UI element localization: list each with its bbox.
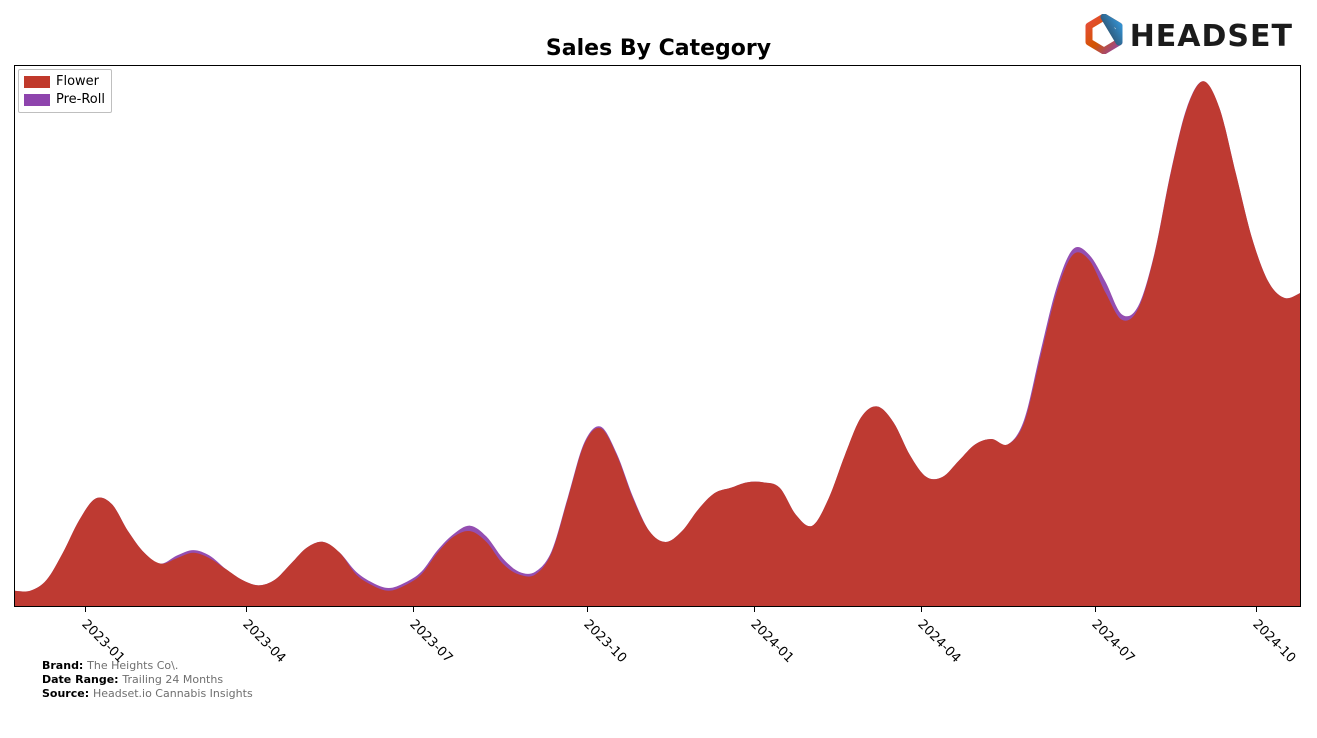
headset-icon <box>1084 14 1124 58</box>
x-tick-label: 2024-01 <box>747 617 796 666</box>
legend-item-pre-roll: Pre-Roll <box>24 91 105 109</box>
meta-row: Brand: The Heights Co\. <box>42 659 178 672</box>
x-tick-label: 2023-10 <box>580 617 629 666</box>
meta-row: Date Range: Trailing 24 Months <box>42 673 223 686</box>
x-tick-mark <box>1256 607 1257 612</box>
x-tick-mark <box>587 607 588 612</box>
legend-label: Flower <box>56 73 99 91</box>
x-tick-label: 2023-07 <box>406 617 455 666</box>
legend: FlowerPre-Roll <box>18 69 112 113</box>
legend-swatch <box>24 94 50 106</box>
meta-value: Trailing 24 Months <box>122 673 223 686</box>
legend-label: Pre-Roll <box>56 91 105 109</box>
x-tick-label: 2024-04 <box>915 617 964 666</box>
meta-value: Headset.io Cannabis Insights <box>93 687 253 700</box>
x-tick-mark <box>921 607 922 612</box>
x-tick-mark <box>413 607 414 612</box>
meta-key: Brand: <box>42 659 87 672</box>
x-tick-mark <box>85 607 86 612</box>
legend-item-flower: Flower <box>24 73 105 91</box>
x-tick-mark <box>754 607 755 612</box>
x-tick-label: 2024-07 <box>1088 617 1137 666</box>
brand-logo-text: HEADSET <box>1130 19 1293 54</box>
x-tick-label: 2024-10 <box>1249 617 1298 666</box>
area-series-flower <box>14 81 1301 607</box>
x-tick-label: 2023-04 <box>239 617 288 666</box>
meta-row: Source: Headset.io Cannabis Insights <box>42 687 253 700</box>
x-tick-mark <box>1095 607 1096 612</box>
plot-area: FlowerPre-Roll <box>14 65 1301 607</box>
meta-key: Source: <box>42 687 93 700</box>
area-chart <box>14 65 1301 607</box>
chart-root: Sales By Category <box>0 0 1317 738</box>
meta-value: The Heights Co\. <box>87 659 178 672</box>
brand-logo: HEADSET <box>1084 14 1293 58</box>
meta-key: Date Range: <box>42 673 122 686</box>
legend-swatch <box>24 76 50 88</box>
x-tick-mark <box>246 607 247 612</box>
